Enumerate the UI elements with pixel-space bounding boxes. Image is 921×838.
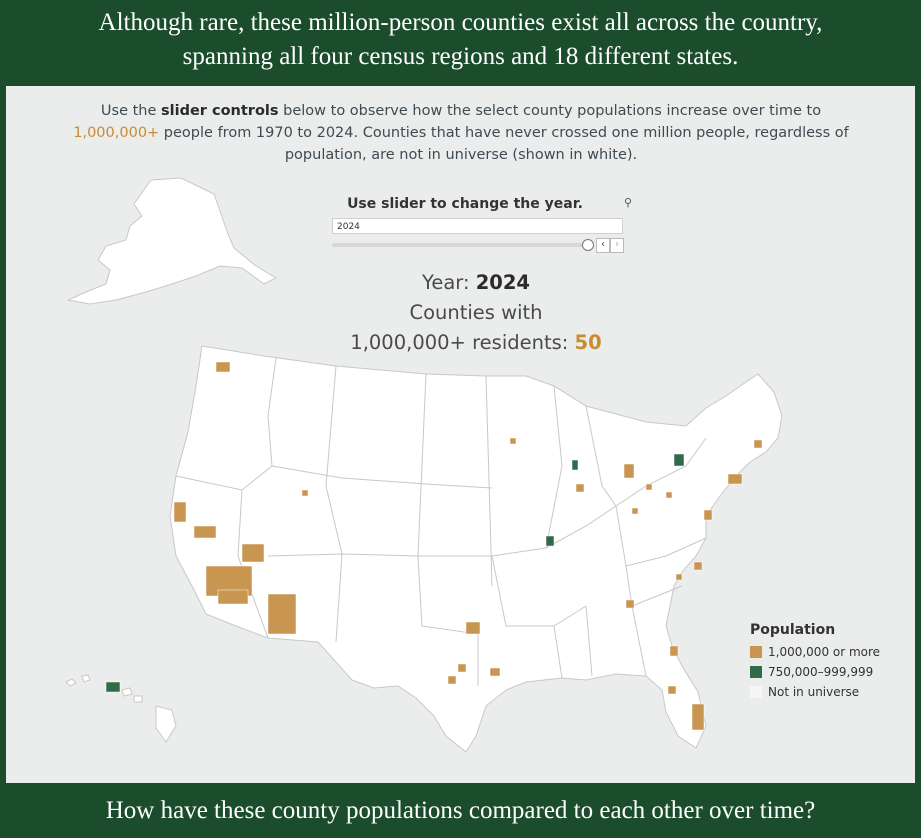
- county-million-marker[interactable]: [625, 599, 635, 609]
- county-million-marker[interactable]: [631, 507, 639, 515]
- county-million-marker[interactable]: [217, 589, 249, 605]
- county-million-marker[interactable]: [267, 593, 297, 635]
- stats-line-3: 1,000,000+ residents: 50: [306, 328, 646, 358]
- state-shapes: [65, 177, 783, 753]
- state-borders: [175, 357, 707, 686]
- intro-bold-slider-controls: slider controls: [161, 103, 279, 119]
- intro-part-3: people from 1970 to 2024. Counties that …: [159, 125, 849, 141]
- population-legend: Population 1,000,000 or more 750,000–999…: [750, 622, 880, 702]
- footer-question: How have these county populations compar…: [105, 797, 816, 824]
- us-county-map: [65, 177, 783, 753]
- intro-text: Use the slider controls below to observe…: [66, 100, 856, 166]
- intro-accent-million: 1,000,000+: [73, 125, 160, 141]
- county-million-marker[interactable]: [465, 621, 481, 635]
- legend-label-not-in-universe: Not in universe: [768, 685, 860, 699]
- county-million-marker[interactable]: [623, 463, 635, 479]
- chevron-right-icon[interactable]: ›: [610, 238, 624, 253]
- stats-county-count: 50: [574, 331, 602, 354]
- year-stats: Year: 2024 Counties with 1,000,000+ resi…: [306, 268, 646, 358]
- legend-label-million: 1,000,000 or more: [768, 645, 881, 659]
- county-million-marker[interactable]: [693, 561, 703, 571]
- state-hawaii-1: [65, 678, 77, 687]
- stats-year-value: 2024: [475, 271, 530, 294]
- county-million-marker[interactable]: [675, 573, 683, 581]
- intro-part-2: below to observe how the select county p…: [278, 103, 822, 119]
- county-million-marker[interactable]: [753, 439, 763, 449]
- slider-track-row: ‹ ›: [332, 236, 632, 256]
- county-million-marker[interactable]: [215, 361, 231, 373]
- county-million-marker[interactable]: [669, 645, 679, 657]
- stats-year-label: Year:: [422, 271, 476, 294]
- chevron-left-icon[interactable]: ‹: [596, 238, 610, 253]
- stats-line-3-label: 1,000,000+ residents:: [350, 331, 575, 354]
- stats-year-line: Year: 2024: [306, 268, 646, 298]
- county-million-marker[interactable]: [301, 489, 309, 497]
- header-line-1: Although rare, these million-person coun…: [98, 9, 823, 36]
- county-million-marker[interactable]: [509, 437, 517, 445]
- intro-part-1: Use the: [100, 103, 162, 119]
- search-icon[interactable]: ⚲: [623, 196, 632, 209]
- county-750k-marker[interactable]: [545, 535, 555, 547]
- county-million-marker[interactable]: [241, 543, 265, 563]
- state-hawaii-3: [121, 687, 133, 697]
- county-750k-marker[interactable]: [105, 681, 121, 693]
- slider-handle[interactable]: [582, 239, 594, 251]
- legend-item-not-in-universe: Not in universe: [750, 682, 880, 702]
- state-contiguous-us: [169, 345, 783, 753]
- year-input[interactable]: 2024: [332, 218, 623, 234]
- intro-part-4: population, are not in universe (shown i…: [284, 147, 638, 163]
- state-hawaii-2: [81, 674, 91, 683]
- state-hawaii-5: [155, 705, 177, 743]
- county-markers: [105, 361, 763, 731]
- year-slider-control: Use slider to change the year. ⚲ 2024 ‹ …: [332, 196, 632, 256]
- state-alaska: [66, 177, 278, 305]
- legend-label-750k: 750,000–999,999: [768, 665, 874, 679]
- county-million-marker[interactable]: [691, 703, 705, 731]
- legend-swatch-million: [750, 646, 762, 658]
- county-million-marker[interactable]: [489, 667, 501, 677]
- slider-track[interactable]: [332, 243, 588, 247]
- county-million-marker[interactable]: [667, 685, 677, 695]
- county-million-marker[interactable]: [703, 509, 713, 521]
- stats-line-2: Counties with: [409, 301, 543, 324]
- county-million-marker[interactable]: [575, 483, 585, 493]
- county-750k-marker[interactable]: [673, 453, 685, 467]
- header-line-2: spanning all four census regions and 18 …: [182, 43, 739, 70]
- county-million-marker[interactable]: [665, 491, 673, 499]
- legend-title: Population: [750, 622, 836, 638]
- county-million-marker[interactable]: [193, 525, 217, 539]
- legend-item-million: 1,000,000 or more: [750, 642, 880, 662]
- county-million-marker[interactable]: [645, 483, 653, 491]
- county-million-marker[interactable]: [727, 473, 743, 485]
- county-million-marker[interactable]: [447, 675, 457, 685]
- county-million-marker[interactable]: [173, 501, 187, 523]
- slider-title: Use slider to change the year.: [347, 196, 583, 212]
- legend-swatch-not-in-universe: [750, 686, 762, 698]
- map-panel: Use the slider controls below to observe…: [6, 86, 915, 783]
- county-750k-marker[interactable]: [571, 459, 579, 471]
- county-million-marker[interactable]: [457, 663, 467, 673]
- legend-swatch-750k: [750, 666, 762, 678]
- footer-banner: How have these county populations compar…: [0, 783, 921, 838]
- header-banner: Although rare, these million-person coun…: [0, 0, 921, 86]
- legend-item-750k: 750,000–999,999: [750, 662, 880, 682]
- state-hawaii-4: [133, 695, 143, 703]
